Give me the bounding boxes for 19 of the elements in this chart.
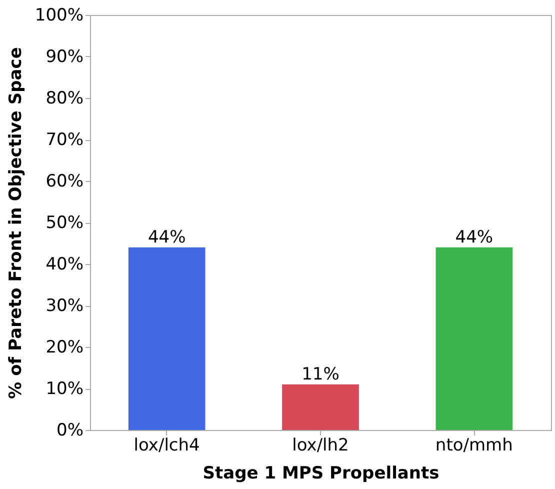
x-tick-label: lox/lh2 [292, 436, 349, 456]
y-tick-label: 10% [46, 379, 84, 399]
y-tick-label: 20% [46, 338, 84, 358]
data-label: 44% [148, 227, 186, 248]
x-tick-label: nto/mmh [435, 436, 513, 456]
y-tick-label: 70% [46, 130, 84, 150]
y-tick-label: 30% [46, 296, 84, 316]
y-tick-label: 80% [46, 88, 84, 108]
data-label: 11% [302, 364, 340, 384]
y-tick-label: 40% [46, 254, 84, 274]
y-tick-label: 0% [56, 420, 84, 440]
x-tick-label: lox/lch4 [134, 436, 200, 456]
y-axis-title: % of Pareto Front in Objective Space [6, 47, 26, 399]
data-label: 44% [455, 227, 494, 248]
x-axis-title: Stage 1 MPS Propellants [202, 464, 440, 484]
y-tick-label: 60% [46, 172, 84, 192]
y-tick-label: 100% [34, 6, 84, 26]
y-tick-label: 50% [46, 213, 84, 233]
y-tick-label: 90% [46, 47, 84, 67]
